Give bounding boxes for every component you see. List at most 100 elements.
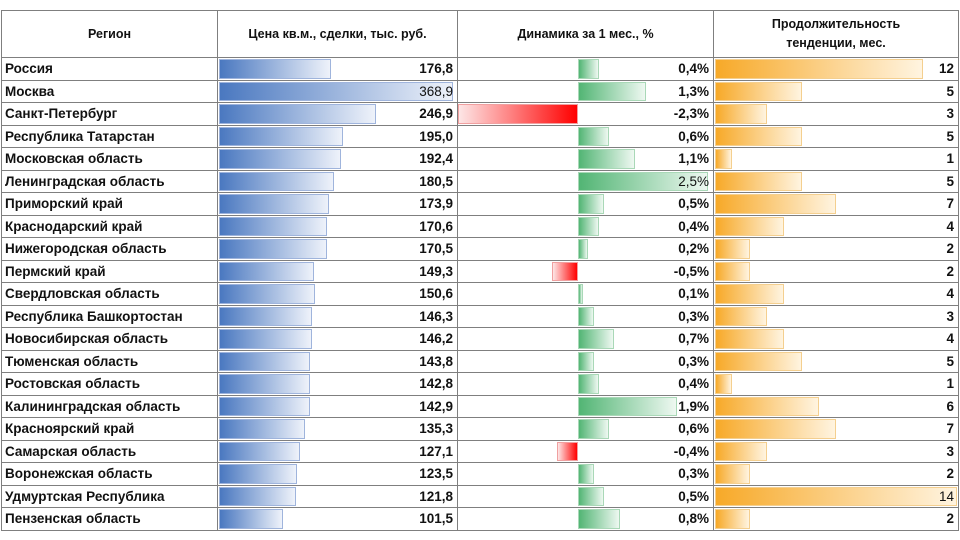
- region-name: Москва: [5, 83, 55, 99]
- dynamics-value: 0,6%: [678, 128, 709, 144]
- region-cell: Удмуртская Республика: [1, 484, 218, 508]
- table-row: Тюменская область 143,8 0,3% 5: [1, 349, 959, 373]
- duration-bar: [715, 509, 750, 529]
- header-region: Регион: [1, 10, 218, 58]
- price-cell: 146,3: [217, 304, 458, 328]
- duration-value: 7: [946, 196, 954, 212]
- duration-value: 2: [946, 466, 954, 482]
- dynamics-value: 0,3%: [678, 353, 709, 369]
- positive-dynamics-bar: [578, 306, 594, 326]
- price-value: 246,9: [419, 106, 453, 122]
- duration-value: 5: [946, 173, 954, 189]
- table-row: Свердловская область 150,6 0,1% 4: [1, 282, 959, 306]
- duration-bar: [715, 351, 802, 371]
- region-name: Россия: [5, 61, 53, 77]
- price-value: 143,8: [419, 353, 453, 369]
- duration-value: 4: [946, 286, 954, 302]
- price-value: 180,5: [419, 173, 453, 189]
- duration-value: 2: [946, 241, 954, 257]
- price-cell: 192,4: [217, 147, 458, 171]
- price-cell: 135,3: [217, 417, 458, 441]
- region-name: Республика Татарстан: [5, 128, 155, 144]
- price-value: 146,2: [419, 331, 453, 347]
- duration-cell: 12: [713, 57, 959, 81]
- price-bar: [219, 351, 311, 371]
- price-value: 368,9: [419, 83, 453, 99]
- price-cell: 170,6: [217, 214, 458, 238]
- price-bar: [219, 239, 328, 259]
- positive-dynamics-bar: [578, 284, 584, 304]
- table-row: Ленинградская область 180,5 2,5% 5: [1, 169, 959, 193]
- region-name: Московская область: [5, 151, 143, 167]
- duration-cell: 1: [713, 372, 959, 396]
- price-value: 173,9: [419, 196, 453, 212]
- price-bar: [219, 509, 284, 529]
- duration-cell: 3: [713, 304, 959, 328]
- region-cell: Ростовская область: [1, 372, 218, 396]
- price-cell: 143,8: [217, 349, 458, 373]
- table-row: Красноярский край 135,3 0,6% 7: [1, 417, 959, 441]
- duration-value: 12: [938, 61, 954, 77]
- region-cell: Ленинградская область: [1, 169, 218, 193]
- duration-value: 2: [946, 511, 954, 527]
- duration-cell: 4: [713, 282, 959, 306]
- table-row: Приморский край 173,9 0,5% 7: [1, 192, 959, 216]
- price-cell: 173,9: [217, 192, 458, 216]
- dynamics-cell: 0,3%: [457, 462, 714, 486]
- region-name: Воронежская область: [5, 466, 153, 482]
- duration-bar: [715, 306, 767, 326]
- duration-bar: [715, 329, 785, 349]
- price-bar: [219, 194, 330, 214]
- region-name: Ленинградская область: [5, 173, 165, 189]
- header-duration: Продолжительность тенденции, мес.: [713, 10, 959, 58]
- positive-dynamics-bar: [578, 396, 677, 416]
- dynamics-cell: 0,5%: [457, 484, 714, 508]
- positive-dynamics-bar: [578, 171, 708, 191]
- dynamics-cell: 0,8%: [457, 507, 714, 531]
- dynamics-value: -2,3%: [673, 106, 709, 122]
- dynamics-value: 0,4%: [678, 218, 709, 234]
- price-cell: 101,5: [217, 507, 458, 531]
- dynamics-value: 0,1%: [678, 286, 709, 302]
- dynamics-cell: -0,5%: [457, 259, 714, 283]
- price-bar: [219, 261, 314, 281]
- dynamics-cell: 0,5%: [457, 192, 714, 216]
- region-cell: Самарская область: [1, 439, 218, 463]
- duration-cell: 3: [713, 102, 959, 126]
- dynamics-cell: 0,7%: [457, 327, 714, 351]
- region-cell: Московская область: [1, 147, 218, 171]
- duration-bar: [715, 59, 923, 79]
- region-name: Нижегородская область: [5, 241, 167, 257]
- region-cell: Пермский край: [1, 259, 218, 283]
- price-bar: [219, 329, 312, 349]
- duration-cell: 7: [713, 417, 959, 441]
- dynamics-value: 0,5%: [678, 196, 709, 212]
- price-cell: 146,2: [217, 327, 458, 351]
- price-value: 150,6: [419, 286, 453, 302]
- duration-bar: [715, 81, 802, 101]
- price-bar: [219, 441, 300, 461]
- negative-dynamics-bar: [552, 261, 578, 281]
- duration-bar: [715, 171, 802, 191]
- price-value: 123,5: [419, 466, 453, 482]
- dynamics-value: 0,6%: [678, 421, 709, 437]
- duration-cell: 2: [713, 462, 959, 486]
- price-value: 192,4: [419, 151, 453, 167]
- dynamics-value: 2,5%: [678, 173, 709, 189]
- price-value: 142,8: [419, 376, 453, 392]
- price-cell: 368,9: [217, 79, 458, 103]
- price-cell: 195,0: [217, 124, 458, 148]
- duration-bar: [715, 239, 750, 259]
- price-value: 170,5: [419, 241, 453, 257]
- region-cell: Россия: [1, 57, 218, 81]
- table-row: Удмуртская Республика 121,8 0,5% 14: [1, 484, 959, 508]
- price-value: 195,0: [419, 128, 453, 144]
- dynamics-cell: 0,2%: [457, 237, 714, 261]
- region-cell: Красноярский край: [1, 417, 218, 441]
- price-cell: 121,8: [217, 484, 458, 508]
- table-row: Москва 368,9 1,3% 5: [1, 79, 959, 103]
- positive-dynamics-bar: [578, 351, 594, 371]
- region-name: Самарская область: [5, 443, 137, 459]
- positive-dynamics-bar: [578, 216, 599, 236]
- price-cell: 170,5: [217, 237, 458, 261]
